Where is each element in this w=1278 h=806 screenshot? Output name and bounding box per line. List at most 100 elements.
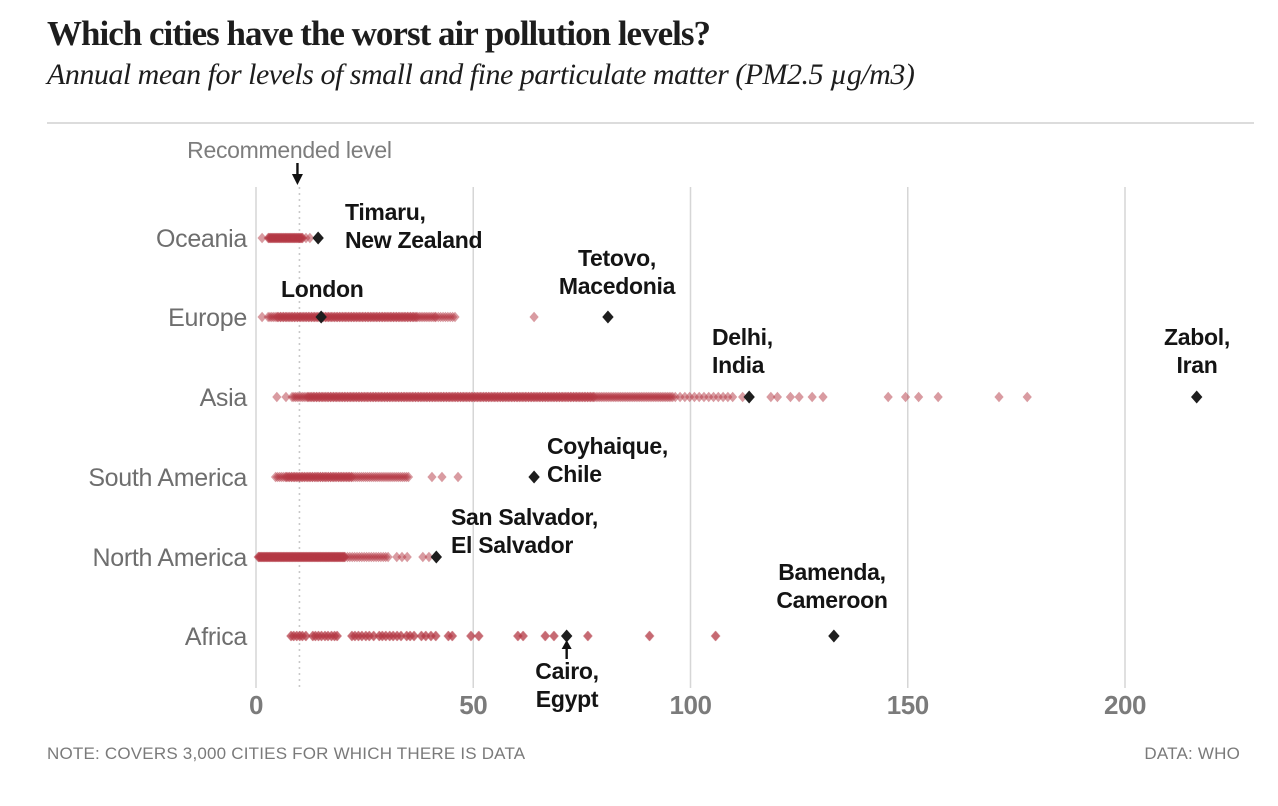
data-point-asia — [772, 391, 782, 403]
data-point-africa — [518, 630, 529, 642]
x-tick-label-100: 100 — [670, 690, 712, 720]
data-point-europe — [257, 311, 267, 323]
data-point-asia — [704, 391, 714, 403]
city-label-tetovo-macedonia: Tetovo, — [578, 245, 656, 271]
data-point-africa — [332, 630, 343, 642]
city-label-delhi-india: Delhi, — [712, 324, 773, 350]
data-point-asia — [694, 391, 704, 403]
data-point-asia — [914, 391, 924, 403]
data-point-asia — [588, 391, 598, 403]
city-label-coyhaique-chile: Coyhaique, — [547, 433, 668, 459]
label-arrow-up-icon — [561, 640, 572, 649]
data-point-asia — [933, 391, 943, 403]
highlight-point-delhi-india — [743, 390, 755, 404]
data-point-asia — [818, 391, 828, 403]
city-label-bamenda-cameroon: Bamenda, — [778, 559, 886, 585]
data-point-asia — [281, 391, 291, 403]
data-point-asia — [900, 391, 911, 403]
data-point-north-america — [383, 551, 393, 563]
data-point-africa — [645, 630, 655, 642]
highlight-point-cairo-egypt — [560, 629, 573, 643]
highlight-point-san-salvador-el-salvador — [430, 550, 443, 564]
header-divider — [47, 122, 1254, 124]
footnote: NOTE: COVERS 3,000 CITIES FOR WHICH THER… — [47, 744, 526, 763]
city-label-cairo-egypt: Cairo, — [535, 658, 598, 684]
x-tick-label-50: 50 — [459, 690, 487, 720]
data-point-asia — [883, 391, 893, 403]
chart-subtitle: Annual mean for levels of small and fine… — [47, 58, 915, 91]
x-tick-label-0: 0 — [249, 690, 263, 720]
x-tick-label-200: 200 — [1104, 690, 1146, 720]
data-point-oceania — [305, 232, 315, 244]
category-label-africa: Africa — [185, 623, 248, 651]
data-point-asia — [718, 391, 728, 403]
data-point-asia — [713, 391, 723, 403]
data-point-africa — [711, 630, 721, 642]
city-label-san-salvador-el-salvador: San Salvador, — [451, 504, 598, 530]
data-point-africa — [448, 630, 458, 642]
category-label-asia: Asia — [200, 384, 248, 412]
data-source-label: DATA: WHO — [1144, 744, 1240, 763]
data-point-asia — [1022, 391, 1032, 403]
data-point-asia — [723, 391, 733, 403]
highlight-point-timaru-new-zealand — [312, 231, 324, 245]
data-point-africa — [396, 630, 406, 642]
city-label-london: London — [281, 276, 364, 302]
data-point-africa — [301, 630, 311, 642]
data-point-asia — [708, 391, 719, 403]
data-point-north-america — [402, 551, 412, 563]
data-point-europe — [450, 311, 460, 323]
city-label-san-salvador-el-salvador: El Salvador — [451, 532, 573, 558]
highlight-point-coyhaique-chile — [528, 470, 540, 484]
data-point-north-america — [392, 551, 402, 563]
category-label-south-america: South America — [88, 464, 247, 492]
category-label-europe: Europe — [168, 304, 247, 332]
data-point-asia — [738, 391, 748, 403]
data-point-south-america — [453, 471, 463, 483]
data-point-asia — [680, 391, 690, 403]
city-label-zabol-iran: Iran — [1177, 352, 1218, 378]
recommended-arrow-down-icon — [291, 174, 303, 185]
city-label-zabol-iran: Zabol, — [1164, 324, 1230, 350]
x-tick-label-150: 150 — [887, 690, 929, 720]
data-point-asia — [689, 391, 700, 403]
data-point-asia — [794, 391, 804, 403]
data-point-north-america — [397, 551, 407, 563]
data-point-europe — [529, 311, 539, 323]
highlight-point-zabol-iran — [1190, 390, 1203, 404]
data-point-asia — [728, 391, 738, 403]
highlight-point-london — [315, 310, 327, 324]
data-point-africa — [540, 630, 551, 642]
data-point-oceania — [257, 232, 267, 244]
data-point-europe — [411, 311, 421, 323]
recommended-level-label: Recommended level — [187, 137, 392, 163]
data-point-asia — [670, 391, 680, 403]
data-point-africa — [431, 630, 441, 642]
data-point-asia — [994, 391, 1004, 403]
data-point-asia — [685, 391, 695, 403]
data-point-africa — [583, 630, 593, 642]
city-label-bamenda-cameroon: Cameroon — [776, 587, 887, 613]
data-point-asia — [272, 391, 282, 403]
city-label-delhi-india: India — [712, 352, 765, 378]
data-point-asia — [675, 391, 685, 403]
data-point-africa — [409, 630, 419, 642]
data-point-south-america — [346, 471, 357, 483]
city-label-timaru-new-zealand: Timaru, — [345, 199, 426, 225]
data-point-south-america — [427, 471, 437, 483]
category-label-oceania: Oceania — [156, 225, 247, 253]
chart-title: Which cities have the worst air pollutio… — [47, 14, 711, 53]
category-label-north-america: North America — [93, 544, 248, 572]
city-label-tetovo-macedonia: Macedonia — [559, 273, 676, 299]
data-point-south-america — [403, 471, 414, 483]
data-point-africa — [474, 630, 484, 642]
data-point-asia — [766, 391, 776, 403]
city-label-cairo-egypt: Egypt — [536, 686, 599, 712]
data-point-asia — [699, 391, 709, 403]
data-point-north-america — [418, 551, 428, 563]
data-point-africa — [369, 630, 379, 642]
highlight-point-tetovo-macedonia — [602, 310, 614, 324]
data-point-south-america — [437, 471, 447, 483]
data-point-africa — [549, 630, 559, 642]
